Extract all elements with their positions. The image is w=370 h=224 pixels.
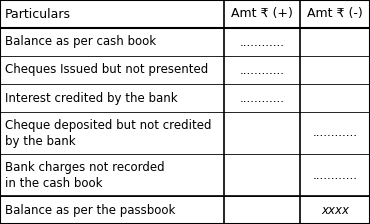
Text: ............: ............: [239, 35, 284, 49]
Text: Cheque deposited but not credited
by the bank: Cheque deposited but not credited by the…: [5, 118, 211, 147]
Text: ............: ............: [239, 63, 284, 77]
Text: ............: ............: [239, 91, 284, 105]
Text: Amt ₹ (+): Amt ₹ (+): [231, 7, 293, 21]
Text: ............: ............: [312, 127, 357, 140]
Text: Balance as per the passbook: Balance as per the passbook: [5, 203, 175, 217]
Text: Balance as per cash book: Balance as per cash book: [5, 35, 156, 49]
Text: ............: ............: [312, 168, 357, 181]
Text: xxxx: xxxx: [321, 203, 349, 217]
Text: Cheques Issued but not presented: Cheques Issued but not presented: [5, 63, 208, 77]
Text: Interest credited by the bank: Interest credited by the bank: [5, 91, 178, 105]
Text: Particulars: Particulars: [5, 7, 71, 21]
Text: Bank charges not recorded
in the cash book: Bank charges not recorded in the cash bo…: [5, 161, 164, 190]
Text: Amt ₹ (-): Amt ₹ (-): [307, 7, 363, 21]
